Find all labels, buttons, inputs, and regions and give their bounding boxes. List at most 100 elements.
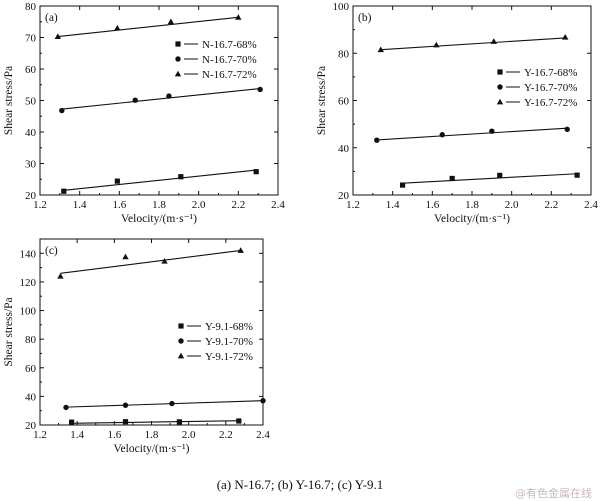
legend-marker-square xyxy=(178,323,184,329)
fit-line-triangle xyxy=(380,37,566,51)
data-point-circle xyxy=(257,86,263,93)
legend-marker-circle xyxy=(175,56,181,62)
watermark: @有色金属在线 xyxy=(515,487,592,500)
x-tick-label: 1.8 xyxy=(152,199,166,211)
data-point-circle xyxy=(564,126,570,133)
data-point-square xyxy=(253,169,259,175)
data-point-triangle xyxy=(114,24,121,31)
x-tick-label: 1.6 xyxy=(112,199,126,211)
legend-marker-circle xyxy=(178,338,184,344)
fit-line-square xyxy=(69,420,241,424)
y-axis-label: Shear stress/Pa xyxy=(316,66,328,135)
data-point-circle xyxy=(59,107,65,114)
x-tick-label: 1.8 xyxy=(465,199,479,211)
legend-marker-circle xyxy=(497,84,503,90)
legend-label: Y-9.1-72% xyxy=(205,351,253,363)
data-point-triangle xyxy=(490,38,498,44)
data-point-square xyxy=(449,175,455,182)
data-point-triangle xyxy=(562,33,569,40)
x-tick-label: 1.6 xyxy=(107,429,121,441)
legend-label: N-16.7-68% xyxy=(202,39,257,51)
data-point-circle xyxy=(374,137,380,143)
panel-label: (c) xyxy=(45,245,58,257)
x-tick-label: 1.2 xyxy=(33,429,47,441)
data-point-square xyxy=(61,188,67,194)
data-point-circle xyxy=(439,132,445,138)
y-tick-label: 100 xyxy=(333,1,350,13)
y-tick-label: 50 xyxy=(25,96,37,108)
y-tick-label: 40 xyxy=(338,143,350,155)
y-axis-label: Shear stress/Pa xyxy=(3,66,15,135)
data-point-square xyxy=(178,174,184,180)
y-tick-label: 40 xyxy=(25,127,37,139)
chart-panel-b: 1.2 1.4 1.6 1.8 2.0 2.2 2.4 20 40 60 80 100 Velocity… xyxy=(316,1,598,225)
x-tick-label: 1.6 xyxy=(425,199,439,211)
data-point-square xyxy=(122,419,129,425)
x-tick-label: 2.0 xyxy=(505,199,519,211)
legend-label: Y-16.7-72% xyxy=(524,97,577,109)
figure-caption: (a) N-16.7; (b) Y-16.7; (c) Y-9.1 xyxy=(216,477,384,492)
fit-line-circle xyxy=(376,127,568,141)
data-point-square xyxy=(68,419,75,425)
x-axis-label: Velocity/(m·s⁻¹) xyxy=(114,443,190,455)
data-point-square xyxy=(114,178,120,184)
data-point-triangle xyxy=(433,41,440,48)
chart-panel-a: 1.2 1.4 1.6 1.8 2.0 2.2 2.4 20 30 40 50 60 70 80 Veloc… xyxy=(3,1,285,225)
data-point-triangle xyxy=(161,257,168,264)
fit-line-square xyxy=(402,173,578,184)
data-point-triangle xyxy=(237,247,244,253)
legend-label: Y-9.1-68% xyxy=(205,321,253,333)
x-tick-label: 2.2 xyxy=(231,199,245,211)
x-axis-label: Velocity/(m·s⁻¹) xyxy=(434,213,510,225)
y-tick-label: 60 xyxy=(25,64,37,76)
y-tick-label: 20 xyxy=(25,420,37,432)
x-tick-label: 2.0 xyxy=(192,199,206,211)
fit-line-square xyxy=(61,169,259,192)
x-tick-label: 1.2 xyxy=(33,199,47,211)
x-tick-label: 2.2 xyxy=(544,199,558,211)
panel-label: (a) xyxy=(45,12,58,24)
y-tick-label: 80 xyxy=(25,334,37,346)
data-point-triangle xyxy=(167,18,175,25)
x-tick-label: 1.8 xyxy=(145,429,159,441)
y-tick-label: 30 xyxy=(25,159,37,171)
data-point-circle xyxy=(260,397,266,404)
chart-panel-c: 1.2 1.4 1.6 1.8 2.0 2.2 2.4 20 40 60 80 100 120 140 Ve… xyxy=(3,238,270,455)
figure: 1.2 1.4 1.6 1.8 2.0 2.2 2.4 20 30 40 50 60 70 80 Veloc… xyxy=(3,1,598,455)
data-point-square xyxy=(574,172,580,178)
data-point-circle xyxy=(63,404,69,411)
fit-line-triangle xyxy=(57,16,239,38)
y-tick-label: 60 xyxy=(25,363,37,375)
legend-marker-triangle xyxy=(174,70,182,77)
fit-line-circle xyxy=(59,87,261,110)
x-axis-label: Velocity/(m·s⁻¹) xyxy=(121,213,197,225)
data-point-circle xyxy=(132,97,138,103)
x-tick-label: 2.4 xyxy=(584,199,598,211)
data-point-square xyxy=(236,418,242,424)
legend-marker-triangle xyxy=(496,98,504,105)
legend-marker-triangle xyxy=(177,352,185,359)
y-tick-label: 120 xyxy=(20,277,37,289)
data-point-circle xyxy=(489,128,495,134)
x-tick-label: 1.4 xyxy=(73,199,87,211)
legend-label: N-16.7-72% xyxy=(202,69,257,81)
data-point-square xyxy=(399,182,406,188)
x-tick-label: 2.4 xyxy=(271,199,285,211)
x-tick-label: 2.4 xyxy=(256,429,270,441)
legend-label: N-16.7-70% xyxy=(202,54,257,66)
x-tick-label: 1.4 xyxy=(386,199,400,211)
x-tick-label: 2.0 xyxy=(182,429,196,441)
y-tick-label: 80 xyxy=(338,48,350,60)
data-point-circle xyxy=(166,93,172,99)
x-tick-label: 1.4 xyxy=(70,429,84,441)
fit-line-triangle xyxy=(60,249,241,274)
data-point-triangle xyxy=(377,46,384,53)
y-tick-label: 140 xyxy=(20,248,37,260)
y-tick-label: 80 xyxy=(25,1,37,13)
data-point-triangle xyxy=(122,253,129,260)
data-point-square xyxy=(497,172,503,178)
legend-marker-square xyxy=(175,41,181,47)
panel-label: (b) xyxy=(358,12,372,24)
y-tick-label: 60 xyxy=(338,96,350,108)
legend-marker-square xyxy=(497,69,503,75)
